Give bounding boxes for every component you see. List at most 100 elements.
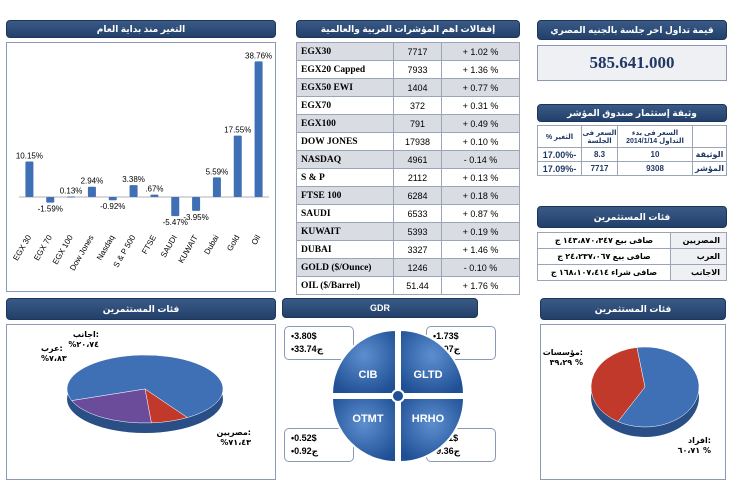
pie-slice — [617, 346, 700, 428]
category-label: EGX 70 — [32, 233, 54, 262]
index-value: 6284 — [393, 186, 442, 205]
gdr-otmt-egp: •0.92ج — [291, 446, 319, 456]
turnover-value-box: 585.641.000 — [537, 45, 727, 81]
index-row: EGX50 EWI 1404 + 0.77 % — [296, 78, 520, 97]
gdr-cib-usd: •3.80$ — [291, 331, 317, 341]
turnover-title: قيمة تداول اخر جلسة بالجنيه المصري — [537, 20, 727, 40]
index-name: EGX100 — [296, 114, 394, 133]
index-name: EGX50 EWI — [296, 78, 394, 97]
index-change: + 0.13 % — [441, 168, 520, 187]
bar — [129, 185, 138, 197]
gdr-label-hrho: HRHO — [412, 413, 445, 425]
bar-value-label: -1.59% — [38, 205, 63, 214]
pie-value-label: %٧١،٤٣ — [220, 438, 251, 447]
gdr-hrho-egp: •9.36ج — [433, 446, 461, 456]
index-name: FTSE 100 — [296, 186, 394, 205]
pie-right-frame: مؤسسات: ٣٩،٢٩ % افراد: ٦٠،٧١ % — [540, 324, 726, 480]
investors-net-title: فئات المستثمرين — [537, 206, 727, 228]
investors-net-label: العرب — [670, 248, 727, 265]
bar — [108, 197, 117, 201]
index-change: + 0.19 % — [441, 222, 520, 241]
index-value: 372 — [393, 96, 442, 115]
index-value: 7717 — [393, 42, 442, 61]
bar-value-label: -0.92% — [100, 202, 125, 211]
gdr-panel: GDR •3.80$ •33.74ج •1.73$ •3.07ج •0.52$ … — [282, 298, 528, 482]
index-change: + 0.49 % — [441, 114, 520, 133]
fund-row-label: المؤشر — [692, 161, 727, 176]
fund-row: الوثيقة 10 8.3 -17.00% — [537, 147, 727, 162]
category-label: Gold — [225, 234, 241, 253]
bar — [192, 197, 201, 211]
fund-row-change: -17.09% — [537, 161, 582, 176]
index-name: OIL ($/Barrel) — [296, 276, 394, 295]
gdr-circle: CIB GLTD OTMT HRHO — [330, 328, 466, 464]
index-change: + 1.46 % — [441, 240, 520, 259]
index-change: - 0.10 % — [441, 258, 520, 277]
bar-value-label: -3.95% — [183, 213, 208, 222]
category-label: Dubai — [202, 233, 220, 256]
ytd-bar-chart: 10.15%EGX 30-1.59%EGX 700.13%EGX 1002.94… — [11, 51, 272, 272]
index-name: DUBAI — [296, 240, 394, 259]
index-value: 6533 — [393, 204, 442, 223]
pie-slice — [71, 388, 152, 424]
index-change: - 0.14 % — [441, 150, 520, 169]
bar-value-label: 2.94% — [81, 177, 104, 186]
gdr-quadrant-gltd[interactable] — [399, 328, 466, 395]
index-change: + 0.31 % — [441, 96, 520, 115]
index-value: 2112 — [393, 168, 442, 187]
index-row: EGX30 7717 + 1.02 % — [296, 42, 520, 61]
index-row: KUWAIT 5393 + 0.19 % — [296, 222, 520, 241]
fund-row-label: الوثيقة — [692, 147, 727, 162]
category-label: EGX 30 — [11, 233, 33, 262]
bar-value-label: 0.13% — [60, 187, 83, 196]
index-row: OIL ($/Barrel) 51.44 + 1.76 % — [296, 276, 520, 295]
bar-value-label: 5.59% — [206, 167, 229, 176]
pie-label: افراد: — [688, 436, 711, 445]
gdr-quadrant-otmt[interactable] — [330, 397, 397, 464]
index-change: + 1.76 % — [441, 276, 520, 295]
pie-value-label: ٦٠،٧١ % — [678, 446, 711, 455]
bar — [150, 194, 159, 197]
pie-label: اجانب: — [73, 330, 99, 339]
bar — [46, 197, 55, 203]
indices-panel: إقفالات اهم المؤشرات العربية والعالمية E… — [296, 20, 520, 295]
pie-label: مصريين: — [217, 428, 251, 437]
investors-pie-left: مصريين:%٧١،٤٣ عرب:%٧،٨٣ اجانب:%٢٠،٧٤ — [41, 330, 251, 447]
ytd-change-panel: التغير منذ بداية العام 10.15% EGX 30 -1.59… — [6, 20, 276, 292]
index-row: GOLD ($/Ounce) 1246- 0.10 % — [296, 258, 520, 277]
investors-net-value: صافى بيع ٢٤،٢٣٧،٠٦٧ ج — [537, 248, 671, 265]
category-label: SAUDI — [159, 234, 179, 260]
index-name: EGX30 — [296, 42, 394, 61]
bar — [254, 61, 263, 198]
category-label: Nasdaq — [95, 234, 117, 262]
index-value: 51.44 — [393, 276, 442, 295]
index-row: EGX70 372 + 0.31 % — [296, 96, 520, 115]
index-name: EGX70 — [296, 96, 394, 115]
investors-pie-left-title: فئات المستثمرين — [6, 298, 276, 320]
index-change: + 1.02 % — [441, 42, 520, 61]
turnover-value: 585.641.000 — [589, 53, 675, 72]
fund-row-price: 8.3 — [581, 147, 618, 162]
bar — [87, 186, 96, 197]
indices-title: إقفالات اهم المؤشرات العربية والعالمية — [296, 20, 520, 38]
gdr-quadrant-hrho[interactable] — [399, 397, 466, 464]
index-row: EGX100 791 + 0.49 % — [296, 114, 520, 133]
bar-value-label: 38.76% — [245, 51, 272, 60]
bar-value-label: .67% — [145, 185, 163, 194]
index-name: KUWAIT — [296, 222, 394, 241]
index-name: GOLD ($/Ounce) — [296, 258, 394, 277]
investors-net-row: العرب صافى بيع ٢٤،٢٣٧،٠٦٧ ج — [537, 248, 727, 265]
index-name: SAUDI — [296, 204, 394, 223]
index-value: 7933 — [393, 60, 442, 79]
bar-value-label: 3.38% — [122, 175, 145, 184]
pie-value-label: %٧،٨٣ — [41, 354, 67, 363]
gdr-center-dot — [391, 389, 405, 403]
bar — [25, 161, 34, 197]
gdr-quadrant-cib[interactable] — [330, 328, 397, 395]
gdr-title: GDR — [282, 298, 478, 318]
fund-row: المؤشر 9308 7717 -17.09% — [537, 161, 727, 176]
investors-pie-right: مؤسسات:٣٩،٢٩ % افراد:٦٠،٧١ % — [543, 346, 711, 455]
index-change: + 0.10 % — [441, 132, 520, 151]
index-row: EGX20 Capped 7933 + 1.36 % — [296, 60, 520, 79]
gdr-label-cib: CIB — [359, 369, 378, 381]
